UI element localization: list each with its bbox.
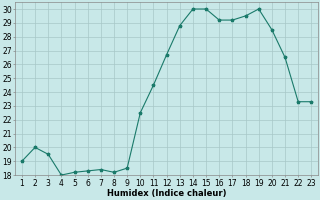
- X-axis label: Humidex (Indice chaleur): Humidex (Indice chaleur): [107, 189, 226, 198]
